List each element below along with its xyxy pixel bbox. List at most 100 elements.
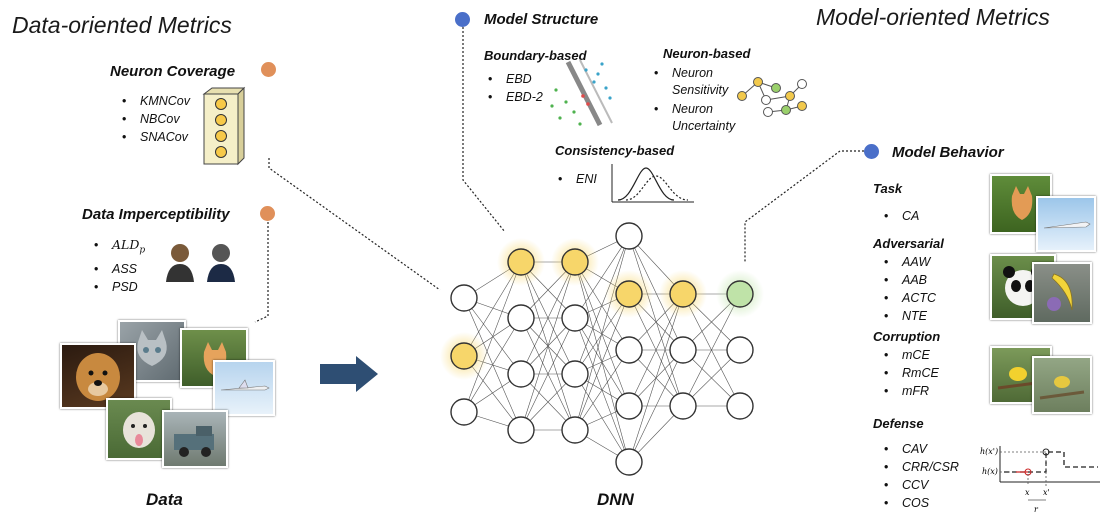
network-edge — [574, 235, 630, 375]
neuron-based-title: Neuron-based — [663, 46, 751, 61]
model-structure-title: Model Structure — [484, 11, 599, 28]
neuron-uncertainty-label: Neuron Uncertainty — [672, 102, 736, 133]
list-item: Neuron Sensitivity — [652, 65, 752, 99]
model-behavior-title: Model Behavior — [892, 144, 1004, 161]
corruption-noisy-bird-photo — [1032, 356, 1092, 414]
network-node-activated — [669, 280, 697, 308]
boundary-based-list: EBD EBD-2 — [486, 70, 543, 106]
defense-plot-xleft: x — [1025, 488, 1030, 497]
defense-title: Defense — [873, 416, 924, 431]
network-node — [450, 284, 478, 312]
neuron-coverage-title: Neuron Coverage — [110, 63, 236, 80]
list-item: CRR/CSR — [882, 458, 959, 476]
defense-plot-icon: h(x') h(x) x x' r — [980, 446, 1100, 514]
list-item: AAB — [882, 271, 936, 289]
list-item: Neuron Uncertainty — [652, 101, 752, 135]
airplane-photo — [213, 360, 275, 416]
list-item: ENI — [556, 170, 597, 188]
neuron-coverage-dot — [261, 62, 276, 77]
network-glows — [440, 238, 764, 380]
network-node-activated — [450, 342, 478, 370]
list-item: KMNCov — [120, 92, 190, 110]
data-imperceptibility-dot — [260, 206, 275, 221]
model-oriented-title: Model-oriented Metrics — [816, 4, 1050, 30]
network-node — [507, 416, 535, 444]
connector-model-structure — [462, 27, 506, 233]
network-edge — [628, 349, 684, 463]
list-item: NTE — [882, 307, 936, 325]
network-node-output — [726, 280, 754, 308]
network-node-activated — [507, 248, 535, 276]
network-edge — [574, 235, 630, 431]
data-to-dnn-arrow — [320, 356, 378, 392]
list-item: SNACov — [120, 128, 190, 146]
list-item: ACTC — [882, 289, 936, 307]
list-item: RmCE — [882, 364, 939, 382]
ald-label: ALD — [112, 237, 140, 252]
connector-neuron-coverage — [268, 158, 441, 291]
list-item: EBD-2 — [486, 88, 543, 106]
boundary-based-icon — [550, 59, 613, 127]
network-node — [726, 392, 754, 420]
list-item: mCE — [882, 346, 939, 364]
network-node — [450, 398, 478, 426]
network-edge — [628, 293, 684, 463]
list-item: CA — [882, 207, 919, 225]
list-item: ASS — [92, 260, 145, 278]
network-edge — [574, 349, 630, 431]
network-node — [561, 416, 589, 444]
defense-plot-ytop: h(x') — [980, 447, 998, 456]
network-edge — [574, 293, 630, 431]
network-edge — [463, 261, 522, 413]
neuron-graph-icon — [737, 77, 807, 117]
network-edge — [628, 235, 684, 351]
defense-plot-ybottom: h(x) — [982, 467, 998, 476]
defense-list: CAV CRR/CSR CCV COS — [882, 440, 959, 512]
network-node — [669, 392, 697, 420]
data-oriented-title: Data-oriented Metrics — [12, 12, 232, 38]
list-item: NBCov — [120, 110, 190, 128]
list-item: PSD — [92, 278, 145, 296]
network-edge — [463, 317, 522, 413]
connector-model-behavior — [744, 150, 864, 262]
puppy-photo — [106, 398, 172, 460]
network-edge — [574, 235, 630, 319]
model-behavior-dot — [864, 144, 879, 159]
dnn-label: DNN — [597, 490, 634, 509]
consistency-plot-icon — [611, 164, 694, 203]
network-edge — [463, 297, 522, 431]
network-node — [507, 360, 535, 388]
list-item: CAV — [882, 440, 959, 458]
defense-plot-r: r — [1034, 505, 1039, 514]
network-edge — [520, 317, 576, 431]
adversarial-title: Adversarial — [873, 236, 944, 251]
network-node — [561, 360, 589, 388]
data-imperceptibility-list: ALDp ASS PSD — [92, 236, 145, 296]
corruption-list: mCE RmCE mFR — [882, 346, 939, 400]
network-node — [615, 336, 643, 364]
neuron-column-icon — [202, 86, 246, 166]
list-item: EBD — [486, 70, 543, 88]
network-node — [561, 304, 589, 332]
boundary-based-title: Boundary-based — [484, 48, 587, 63]
consistency-based-list: ENI — [556, 170, 597, 188]
consistency-based-title: Consistency-based — [555, 143, 675, 158]
list-item: AAW — [882, 253, 936, 271]
network-node-activated — [615, 280, 643, 308]
task-title: Task — [873, 181, 903, 196]
network-node — [615, 222, 643, 250]
neuron-sensitivity-label: Neuron Sensitivity — [672, 66, 729, 97]
model-structure-dot — [455, 12, 470, 27]
network-nodes — [450, 222, 754, 476]
network-edge — [520, 261, 576, 431]
network-node — [669, 336, 697, 364]
network-node — [726, 336, 754, 364]
task-airplane-photo — [1036, 196, 1096, 252]
list-item: CCV — [882, 476, 959, 494]
connector-imperceptibility — [254, 222, 269, 323]
neuron-coverage-list: KMNCov NBCov SNACov — [120, 92, 190, 146]
list-item: mFR — [882, 382, 939, 400]
list-item: ALDp — [92, 236, 145, 260]
network-node — [507, 304, 535, 332]
